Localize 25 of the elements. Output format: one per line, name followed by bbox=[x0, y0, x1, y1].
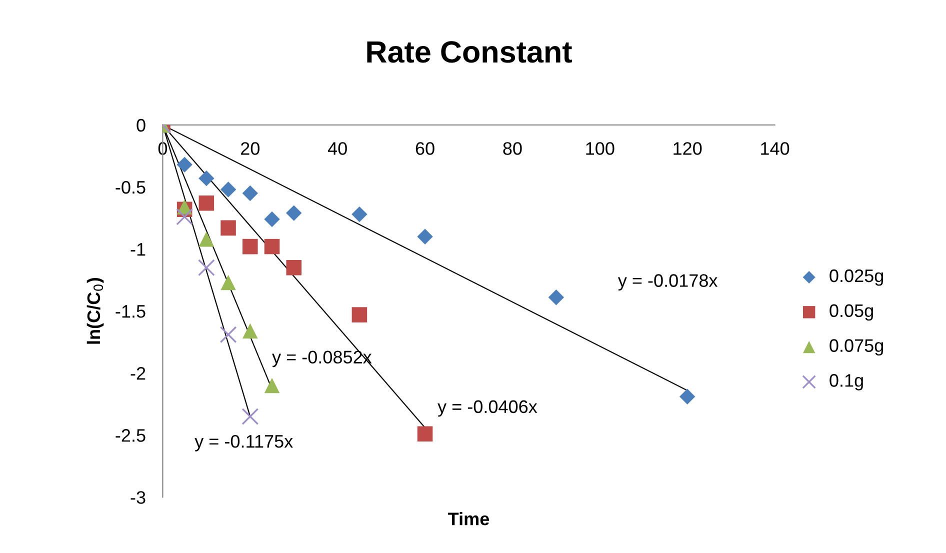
y-axis-title: ln(C/C$_{0}$) bbox=[86, 278, 104, 344]
x-tick-label: 80 bbox=[503, 142, 522, 155]
x-tick-label: 0 bbox=[158, 142, 168, 155]
chart-title: Rate Constant bbox=[367, 41, 572, 63]
x-tick-label: 40 bbox=[328, 142, 347, 155]
legend-label: 0.025g bbox=[830, 269, 883, 286]
annotation: y = -0.0178x bbox=[618, 274, 718, 291]
y-tick-label: -0.5 bbox=[116, 180, 146, 194]
y-tick-label: -1.5 bbox=[116, 305, 146, 318]
y-tick-label: -2.5 bbox=[116, 429, 146, 442]
x-tick-label: 140 bbox=[761, 142, 790, 155]
annotation: y = -0.1175x bbox=[194, 434, 293, 452]
x-tick-label: 20 bbox=[241, 142, 260, 155]
legend-label: 0.1g bbox=[830, 374, 863, 390]
y-tick-label: 0 bbox=[136, 118, 146, 132]
x-tick-label: 120 bbox=[674, 142, 702, 155]
legend-label: 0.05g bbox=[830, 304, 873, 321]
y-tick-label: -1 bbox=[130, 243, 146, 256]
x-tick-label: 60 bbox=[416, 142, 434, 155]
legend-label: 0.075g bbox=[830, 339, 883, 356]
annotation: y = -0.0406x bbox=[438, 400, 538, 417]
x-axis-title: Time bbox=[448, 512, 490, 526]
x-tick-label: 100 bbox=[586, 142, 614, 155]
y-tick-label: -2 bbox=[130, 367, 146, 380]
y-tick-label: -3 bbox=[130, 491, 146, 504]
